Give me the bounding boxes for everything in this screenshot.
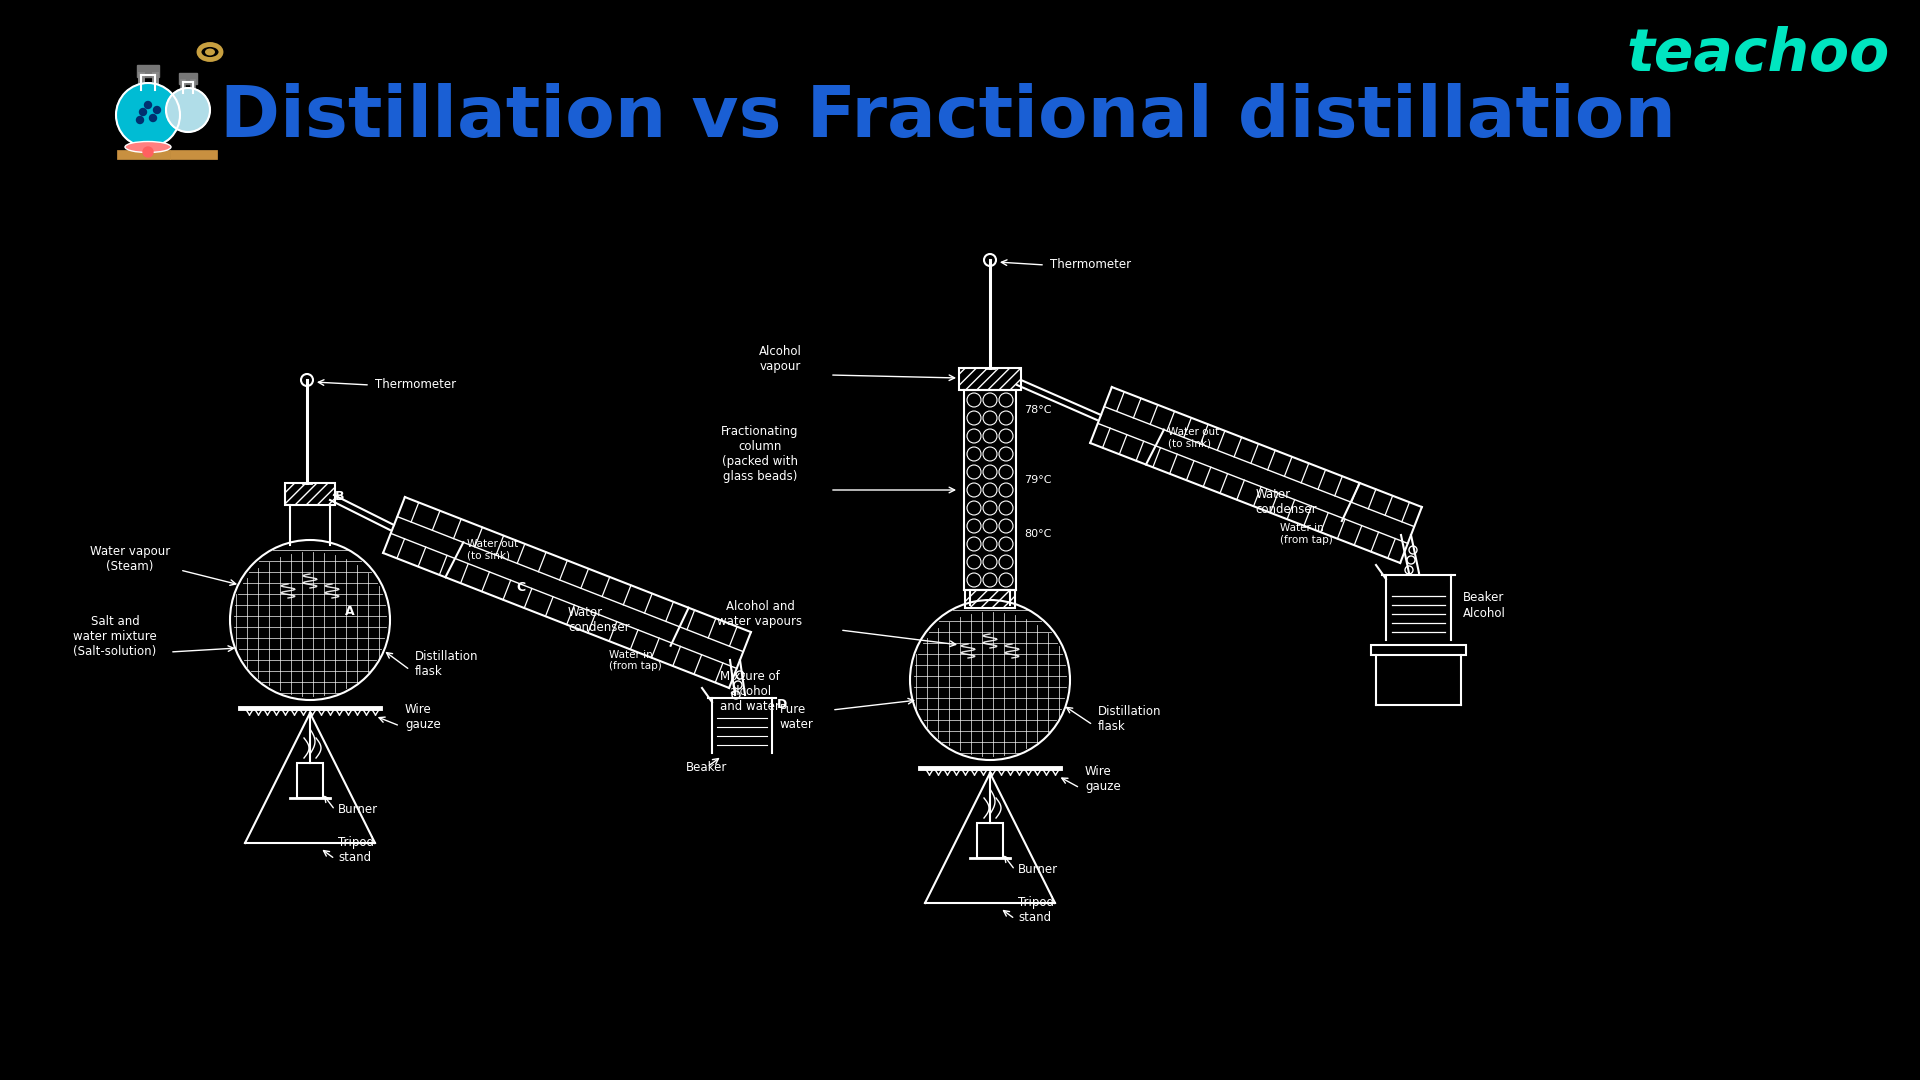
Text: 78°C: 78°C	[1023, 405, 1052, 415]
Text: Beaker: Beaker	[685, 761, 728, 774]
Text: Alcohol and
water vapours: Alcohol and water vapours	[718, 600, 803, 627]
Text: Thermometer: Thermometer	[1050, 258, 1131, 271]
Circle shape	[142, 147, 154, 157]
Text: Mixture of
alcohol
and water: Mixture of alcohol and water	[720, 670, 780, 713]
Text: D: D	[778, 698, 787, 711]
Circle shape	[144, 102, 152, 108]
Ellipse shape	[205, 49, 215, 55]
Text: Distillation vs Fractional distillation: Distillation vs Fractional distillation	[221, 82, 1676, 151]
Text: Distillation
flask: Distillation flask	[415, 650, 478, 678]
Bar	[966, 590, 1016, 608]
Circle shape	[154, 107, 161, 113]
Text: C: C	[516, 581, 526, 594]
Text: Burner: Burner	[1018, 863, 1058, 876]
Text: Pure
water: Pure water	[780, 703, 814, 731]
Text: Beaker: Beaker	[1463, 591, 1505, 604]
Text: Alcohol: Alcohol	[1463, 607, 1505, 620]
Bar	[136, 65, 159, 77]
Text: 79°C: 79°C	[1023, 475, 1052, 485]
Bar	[298, 762, 323, 798]
Ellipse shape	[125, 141, 171, 152]
Text: Alcohol
vapour: Alcohol vapour	[758, 345, 801, 373]
Bar	[1371, 645, 1467, 654]
Circle shape	[140, 108, 146, 116]
Text: Water out
(to sink): Water out (to sink)	[1167, 427, 1219, 448]
Bar	[958, 368, 1021, 390]
Circle shape	[115, 83, 180, 147]
Bar	[977, 823, 1002, 858]
Text: Water vapour
(Steam): Water vapour (Steam)	[90, 545, 171, 573]
Text: Tripod
stand: Tripod stand	[1018, 896, 1054, 924]
Text: 80°C: 80°C	[1023, 529, 1052, 539]
Text: Water in
(from tap): Water in (from tap)	[609, 650, 660, 672]
Bar	[179, 73, 198, 84]
Text: Water
condenser: Water condenser	[568, 606, 630, 634]
Text: Water
condenser: Water condenser	[1256, 488, 1317, 516]
Circle shape	[150, 114, 157, 121]
Bar	[284, 483, 334, 505]
Text: Distillation
flask: Distillation flask	[1098, 705, 1162, 733]
Text: Tripod
stand: Tripod stand	[338, 836, 374, 864]
Text: Burner: Burner	[338, 804, 378, 816]
Circle shape	[136, 117, 144, 123]
Text: Wire
gauze: Wire gauze	[1085, 765, 1121, 793]
Text: Thermometer: Thermometer	[374, 378, 457, 391]
Text: Salt and
water mixture
(Salt-solution): Salt and water mixture (Salt-solution)	[73, 615, 157, 658]
Text: Water out
(to sink): Water out (to sink)	[467, 539, 518, 561]
Text: Water in
(from tap): Water in (from tap)	[1281, 523, 1332, 544]
Text: A: A	[346, 605, 355, 618]
Text: Wire
gauze: Wire gauze	[405, 703, 442, 731]
Text: Fractionating
column
(packed with
glass beads): Fractionating column (packed with glass …	[722, 426, 799, 483]
Text: B: B	[334, 490, 344, 503]
Text: teachoo: teachoo	[1626, 27, 1889, 83]
Circle shape	[165, 87, 209, 132]
